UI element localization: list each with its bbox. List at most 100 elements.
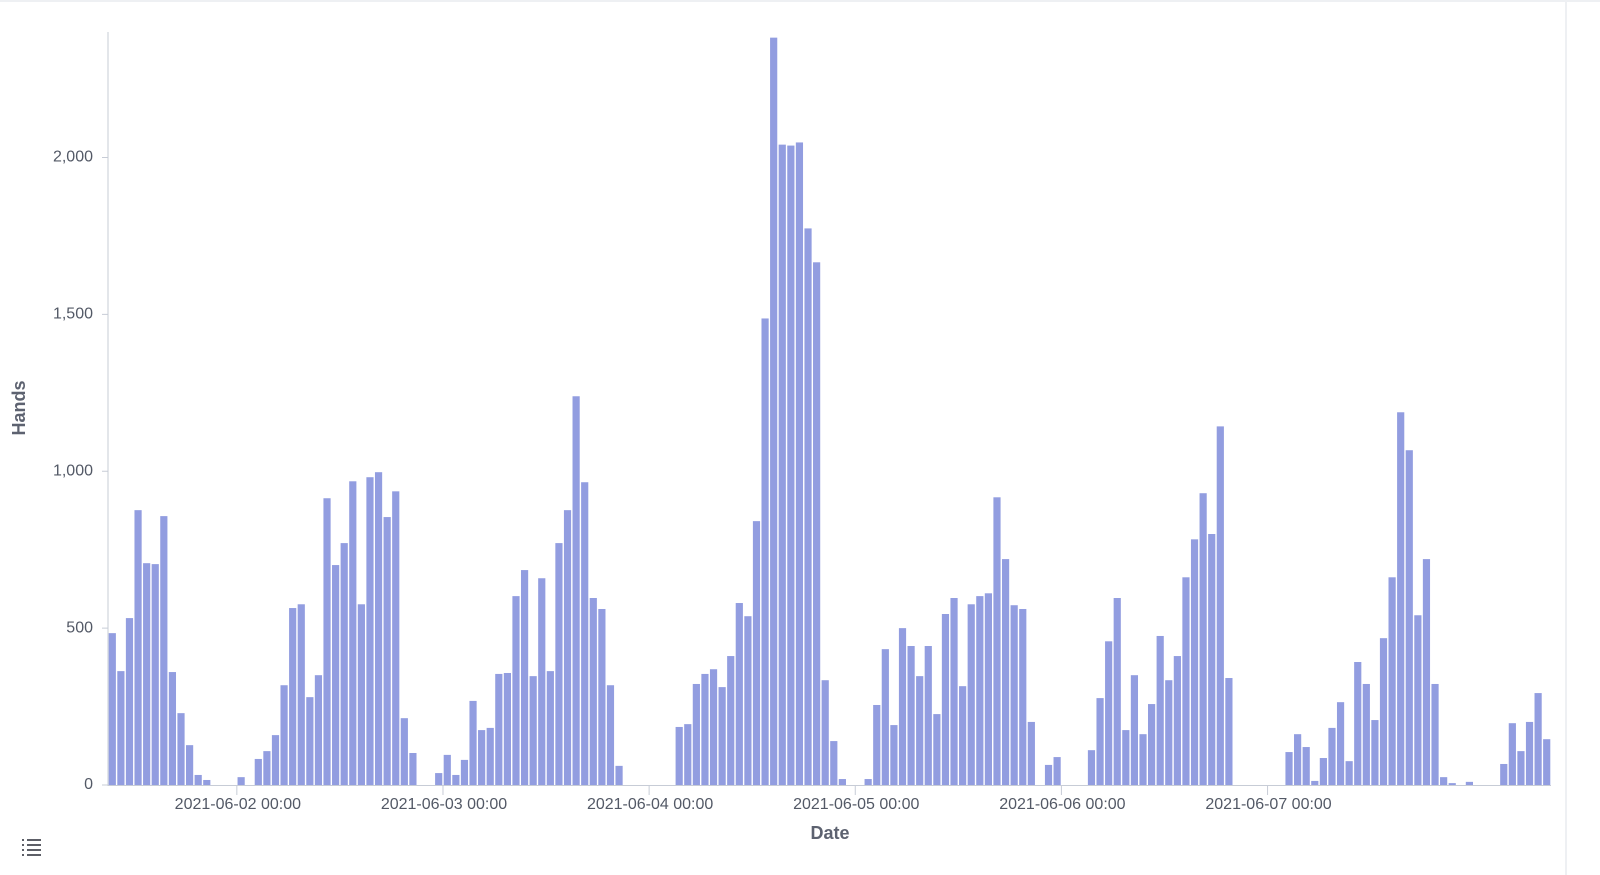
x-tick-label: 2021-06-03 00:00 [381, 796, 507, 813]
bar [1319, 758, 1327, 785]
bar [1122, 730, 1130, 785]
bar [735, 603, 743, 785]
bar [770, 37, 778, 785]
bar [615, 765, 623, 785]
bar [1148, 704, 1156, 785]
bar [761, 318, 769, 785]
y-axis-title: Hands [9, 380, 29, 435]
bar [151, 564, 159, 785]
bar [993, 497, 1001, 785]
bar [478, 730, 486, 785]
bar [340, 543, 348, 785]
bar [263, 751, 271, 785]
bar [890, 725, 898, 785]
bar [1096, 698, 1104, 785]
bar [1379, 638, 1388, 785]
bar [460, 759, 469, 785]
bar [598, 608, 606, 785]
bar [967, 604, 975, 785]
bar [813, 262, 821, 786]
bar [117, 671, 125, 785]
bar [924, 646, 932, 785]
bar [1543, 739, 1551, 785]
bar [1508, 723, 1516, 785]
bar [1414, 615, 1422, 785]
bar [546, 671, 554, 785]
bar [684, 724, 692, 785]
bar [1139, 734, 1147, 785]
bar [1371, 720, 1379, 785]
bar [778, 144, 786, 786]
bar [203, 779, 211, 785]
bar [898, 628, 907, 785]
bar [1208, 534, 1216, 785]
bar [254, 758, 262, 785]
bar [795, 142, 804, 785]
bar [1440, 777, 1448, 785]
bar [186, 745, 194, 785]
bar [443, 754, 451, 785]
bar [194, 774, 202, 785]
y-tick-label: 0 [84, 776, 93, 793]
bar [830, 741, 838, 785]
bar [555, 543, 563, 785]
bar [168, 672, 177, 785]
bar [357, 604, 365, 785]
bar [1182, 577, 1190, 785]
y-tick-label: 1,000 [53, 462, 93, 479]
bar [332, 565, 340, 785]
bar [589, 598, 597, 785]
bar [1500, 763, 1508, 785]
bar [1302, 747, 1310, 785]
bar [1216, 426, 1224, 785]
bar [1130, 675, 1139, 785]
bar [1225, 678, 1233, 785]
bar [271, 735, 280, 785]
bar [452, 774, 460, 785]
bar [366, 477, 374, 785]
bar [572, 396, 580, 785]
bar [959, 686, 967, 785]
bar [383, 517, 391, 785]
bar [297, 604, 305, 785]
bar [1448, 783, 1456, 785]
bar [606, 685, 615, 785]
x-axis-title: Date [810, 823, 849, 843]
bar [692, 683, 700, 785]
y-tick-label: 500 [66, 619, 93, 636]
bar [838, 779, 846, 785]
bar [881, 649, 889, 785]
bar [1397, 412, 1405, 785]
bar [1285, 752, 1293, 785]
x-tick-label: 2021-06-07 00:00 [1205, 796, 1331, 813]
legend-toggle[interactable] [22, 839, 41, 856]
bar [727, 656, 735, 785]
bar [1113, 598, 1121, 785]
bar [435, 773, 443, 785]
x-tick-label: 2021-06-02 00:00 [175, 796, 301, 813]
bar [1517, 751, 1525, 785]
bar [744, 616, 752, 785]
bar [1422, 559, 1431, 785]
bar [933, 714, 941, 785]
bar [1354, 662, 1362, 785]
bar [1534, 693, 1542, 785]
bar [177, 713, 185, 785]
bar [1294, 734, 1302, 785]
bar [392, 491, 400, 785]
bar [520, 570, 529, 785]
bar [1388, 577, 1396, 785]
bar [821, 680, 829, 785]
bar [486, 727, 494, 785]
bar [752, 521, 761, 785]
bar [1431, 683, 1439, 785]
y-tick-label: 1,500 [53, 306, 93, 323]
bar [125, 618, 134, 785]
bar [237, 777, 245, 785]
bar [950, 598, 958, 785]
bar [374, 472, 383, 785]
bar [143, 563, 151, 785]
bar [787, 145, 795, 785]
bar [1027, 721, 1035, 785]
